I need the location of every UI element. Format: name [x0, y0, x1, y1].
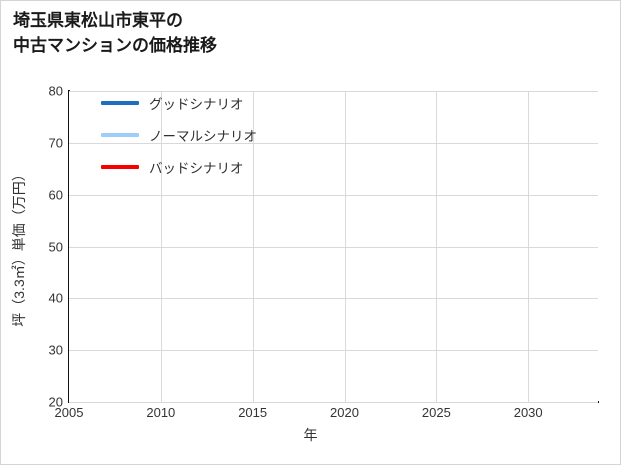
gridline-horizontal [69, 402, 598, 403]
legend-swatch-good-scenario [101, 101, 139, 105]
gridline-vertical [252, 91, 254, 402]
legend-item-normal-scenario[interactable]: ノーマルシナリオ [101, 125, 257, 145]
y-tick-label: 30 [48, 342, 63, 358]
y-tick-label: 80 [48, 83, 63, 99]
gridline-vertical [528, 91, 530, 402]
gridline-vertical [344, 91, 346, 402]
y-tick-label: 50 [48, 239, 63, 254]
gridline-horizontal [69, 194, 598, 196]
x-tick-label: 2010 [146, 405, 176, 420]
x-tick-label: 2015 [238, 405, 268, 420]
y-tick-label: 40 [48, 290, 63, 306]
y-tick-label: 60 [48, 187, 63, 203]
x-tick-label: 2020 [330, 405, 359, 420]
y-tick-label: 70 [48, 135, 63, 151]
gridline-horizontal [69, 246, 598, 248]
chart-legend: グッドシナリオ ノーマルシナリオ バッドシナリオ [101, 93, 257, 177]
legend-item-good-scenario[interactable]: グッドシナリオ [101, 93, 257, 113]
gridline-vertical [436, 91, 438, 402]
x-axis-label: 年 [303, 427, 318, 443]
gridline-horizontal [69, 350, 598, 352]
legend-swatch-bad-scenario [101, 165, 139, 169]
gridline-vertical [160, 91, 162, 402]
gridline-horizontal [69, 298, 598, 300]
page-title: 埼玉県東松山市東平の 中古マンションの価格推移 [13, 11, 217, 55]
legend-item-bad-scenario[interactable]: バッドシナリオ [101, 157, 257, 177]
plot-area [69, 91, 598, 403]
legend-label-normal-scenario: ノーマルシナリオ [149, 129, 257, 144]
gridline-horizontal [69, 142, 598, 144]
legend-swatch-normal-scenario [101, 133, 139, 137]
y-tick-label: 20 [48, 394, 63, 410]
legend-label-bad-scenario: バッドシナリオ [149, 161, 244, 176]
legend-label-good-scenario: グッドシナリオ [149, 97, 244, 112]
x-tick-label: 2005 [54, 405, 84, 420]
gridline-horizontal [69, 91, 598, 92]
x-tick-label: 2025 [421, 405, 451, 420]
x-tick-label: 2030 [513, 405, 543, 420]
